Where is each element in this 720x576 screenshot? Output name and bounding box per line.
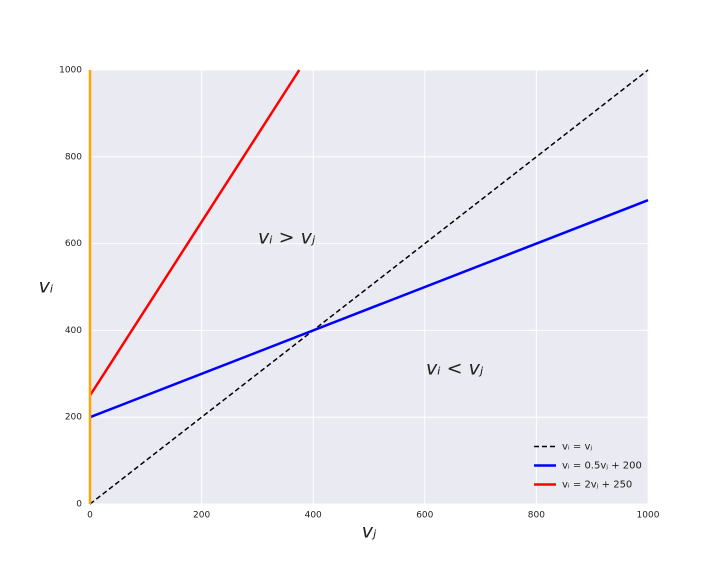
- y-tick-label: 1000: [59, 66, 82, 76]
- x-tick-label: 0: [87, 511, 93, 521]
- line: [89, 199, 649, 419]
- y-tick-label: 800: [65, 152, 82, 162]
- x-tick-label: 800: [528, 511, 545, 521]
- x-tick-label: 200: [193, 511, 210, 521]
- legend-label: vᵢ = 2vⱼ + 250: [562, 480, 632, 491]
- legend-label: vᵢ = vⱼ: [562, 442, 592, 453]
- x-axis-label: vⱼ: [362, 521, 377, 543]
- line: [88, 69, 301, 397]
- annotation: vᵢ < vⱼ: [426, 358, 484, 380]
- y-tick-label: 0: [76, 500, 82, 510]
- x-tick-label: 400: [305, 511, 322, 521]
- line: [89, 69, 649, 505]
- y-axis-label: vᵢ: [39, 276, 54, 298]
- y-tick-label: 400: [65, 326, 82, 336]
- x-tick-label: 1000: [637, 511, 660, 521]
- x-tick-label: 600: [416, 511, 433, 521]
- annotation: vᵢ > vⱼ: [258, 227, 316, 249]
- legend-label: vᵢ = 0.5vⱼ + 200: [562, 461, 642, 472]
- y-tick-label: 200: [65, 413, 82, 423]
- y-tick-label: 600: [65, 239, 82, 249]
